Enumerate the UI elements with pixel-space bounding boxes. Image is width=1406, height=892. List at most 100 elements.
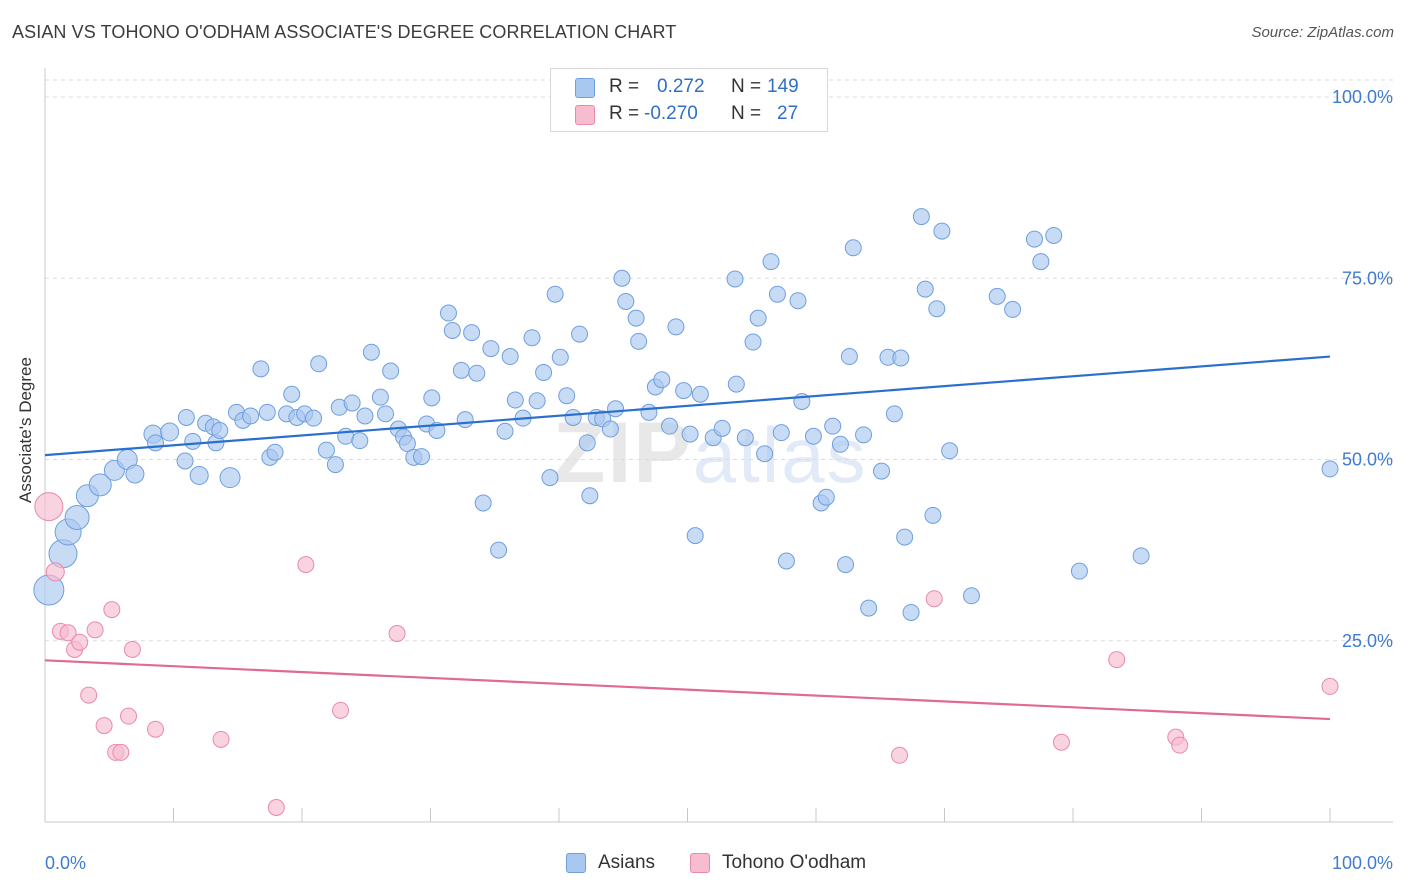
point-asians [726, 270, 744, 288]
point-asians [855, 426, 873, 444]
point-asians [252, 360, 270, 378]
point-asians [423, 389, 441, 407]
point-asians [468, 364, 486, 382]
point-asians [627, 309, 645, 327]
point-asians [578, 434, 596, 452]
point-asians [452, 361, 470, 379]
y-axis-label-wrap: Associate's Degree [6, 300, 46, 560]
legend-r-value: -0.270 [644, 103, 698, 124]
point-tohono [45, 562, 65, 582]
point-tohono [86, 621, 104, 639]
point-asians [727, 375, 745, 393]
point-tohono [147, 720, 165, 738]
point-asians [691, 385, 709, 403]
point-asians [1132, 547, 1150, 565]
legend-n-value: 149 [767, 76, 799, 97]
point-asians [837, 556, 855, 574]
point-asians [1321, 460, 1339, 478]
point-asians [211, 422, 229, 439]
point-asians [756, 445, 774, 463]
point-asians [924, 506, 942, 524]
point-asians [189, 465, 209, 485]
point-asians [176, 452, 194, 470]
point-asians [439, 304, 457, 322]
point-asians [1045, 226, 1063, 244]
point-asians [640, 403, 658, 421]
point-asians [535, 364, 553, 381]
point-tohono [925, 590, 943, 608]
point-tohono [123, 640, 141, 658]
trendline-tohono [44, 659, 1331, 721]
point-asians [988, 287, 1006, 305]
point-asians [305, 409, 323, 427]
point-asians [873, 462, 891, 480]
point-asians [184, 432, 202, 450]
point-asians [653, 371, 671, 389]
point-asians [686, 527, 704, 545]
point-asians [546, 285, 564, 303]
x-tick-label: 100.0% [1332, 853, 1393, 873]
point-asians [490, 541, 508, 559]
bottom-legend-swatch-asians [566, 853, 586, 873]
point-asians [804, 427, 822, 445]
point-asians [266, 443, 284, 461]
point-asians [362, 343, 380, 361]
point-asians [581, 487, 599, 505]
point-asians [933, 222, 951, 240]
source-credit: Source: ZipAtlas.com [1251, 24, 1394, 41]
x-tick-label: 0.0% [45, 853, 86, 873]
point-asians [762, 253, 780, 271]
point-tohono [267, 799, 285, 816]
point-tohono [297, 556, 315, 574]
bottom-legend-label-asians: Asians [598, 852, 656, 873]
point-tohono [388, 625, 406, 642]
point-asians [501, 348, 519, 366]
point-asians [941, 442, 959, 460]
point-asians [912, 208, 930, 226]
point-asians [496, 422, 514, 440]
point-asians [558, 387, 576, 405]
legend-n-label: N = [731, 103, 762, 124]
point-asians [147, 434, 165, 452]
point-asians [736, 429, 754, 447]
point-tohono [1108, 651, 1126, 669]
point-asians [892, 349, 910, 367]
point-asians [482, 340, 500, 358]
point-tohono [34, 492, 64, 522]
point-asians [1004, 300, 1022, 318]
point-asians [617, 292, 635, 310]
point-asians [456, 411, 474, 429]
point-asians [902, 603, 920, 621]
point-asians [351, 432, 369, 450]
point-asians [601, 420, 619, 438]
chart-title: ASIAN VS TOHONO O'ODHAM ASSOCIATE'S DEGR… [12, 22, 677, 42]
point-tohono [95, 717, 113, 735]
legend-n-value: 27 [777, 103, 799, 124]
point-asians [613, 269, 631, 287]
point-tohono [332, 701, 350, 719]
point-asians [64, 505, 90, 530]
point-tohono [71, 633, 89, 651]
point-asians [831, 435, 849, 453]
point-tohono [120, 707, 138, 725]
point-asians [661, 417, 679, 435]
legend-r-value: 0.272 [657, 76, 705, 97]
point-asians [528, 392, 546, 410]
point-tohono [59, 624, 77, 642]
point-asians [177, 408, 195, 426]
point-asians [310, 355, 328, 373]
point-asians [564, 408, 582, 426]
point-asians [1025, 230, 1043, 248]
legend-r-label: R = [609, 103, 640, 124]
y-tick-label: 25.0% [1342, 631, 1393, 651]
bottom-legend-swatch-tohono [690, 853, 710, 873]
point-asians [551, 348, 569, 366]
point-asians [413, 448, 431, 466]
legend-r-label: R = [609, 76, 640, 97]
point-asians [844, 239, 862, 257]
point-tohono [80, 686, 98, 704]
legend-n-label: N = [731, 76, 762, 97]
point-asians [772, 424, 790, 442]
point-asians [356, 407, 374, 425]
